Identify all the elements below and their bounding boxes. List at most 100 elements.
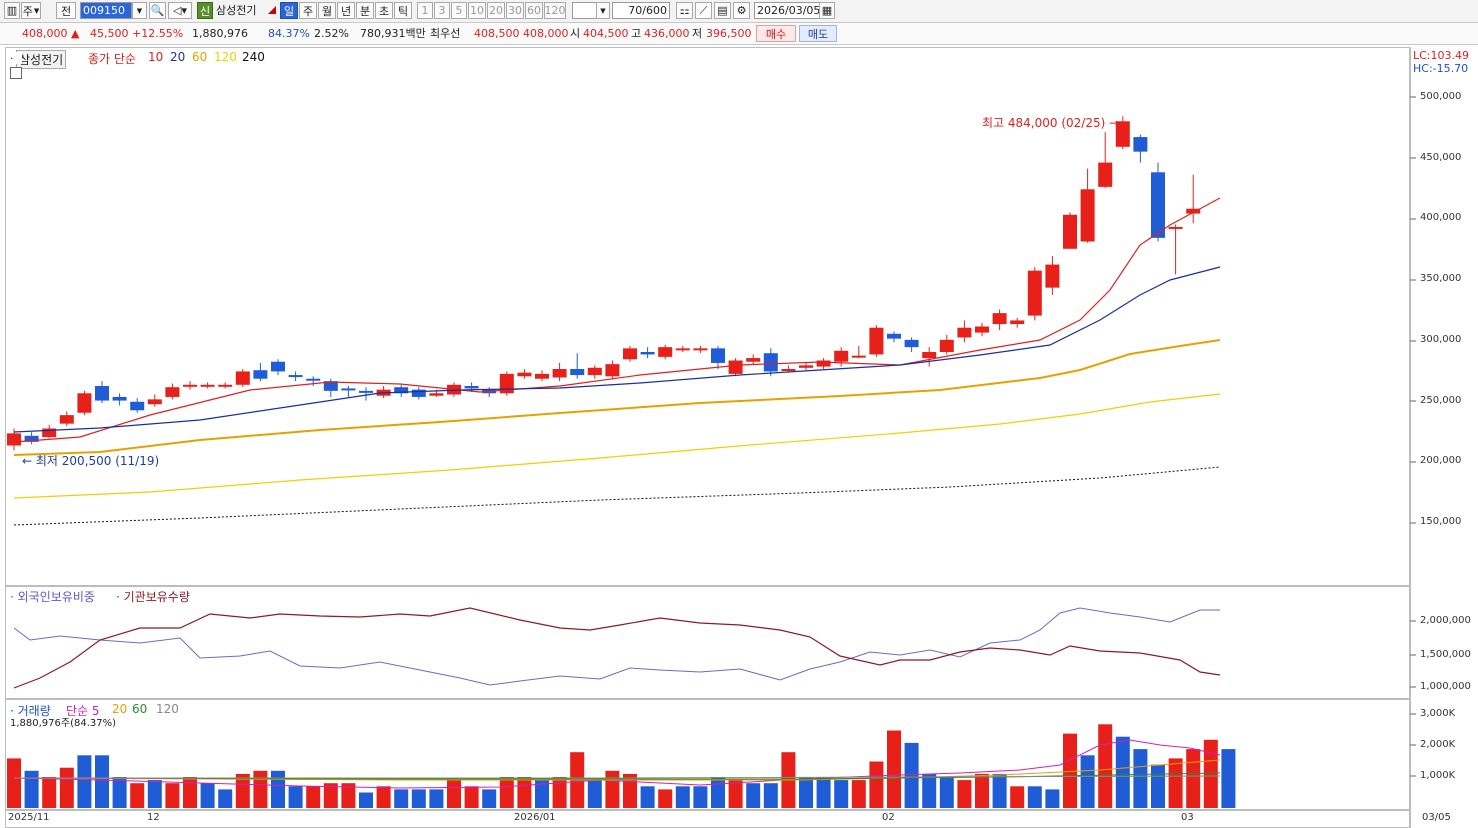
- calendar-icon[interactable]: ▦: [819, 2, 835, 19]
- table-icon[interactable]: [10, 67, 22, 79]
- code-input[interactable]: 009150: [80, 2, 132, 19]
- volume-bar: [746, 783, 761, 808]
- candle-body: [271, 361, 285, 372]
- volume-bar: [975, 773, 989, 808]
- high-note: 최고 484,000 (02/25) →: [982, 116, 1120, 130]
- volume-bar: [464, 786, 479, 808]
- interval-button-120[interactable]: 120: [544, 2, 566, 19]
- sound-icon[interactable]: ◁▾: [168, 2, 192, 19]
- volume-bar: [992, 773, 1007, 808]
- code-dropdown-icon[interactable]: ▼: [132, 2, 147, 19]
- buy-button[interactable]: 매수: [756, 25, 796, 42]
- ma10-label: 10: [148, 50, 164, 64]
- ma20-label: 20: [170, 50, 186, 64]
- best-bid: 408,000: [523, 27, 569, 40]
- volume-bar: [587, 780, 602, 808]
- volume-bar: [95, 755, 109, 808]
- layout-icon[interactable]: ▥: [4, 2, 20, 19]
- volume-bar: [271, 770, 285, 808]
- candle-body: [1186, 208, 1201, 214]
- count-input[interactable]: 70/600: [612, 2, 670, 19]
- ma20-line: [13, 266, 1221, 433]
- candle-body: [1063, 214, 1077, 249]
- candle-body: [781, 369, 796, 371]
- period-tab-3[interactable]: 년: [337, 2, 355, 19]
- interval-dropdown-icon[interactable]: ▼: [596, 2, 610, 19]
- interval-button-10[interactable]: 10: [468, 2, 486, 19]
- candle-body: [675, 348, 690, 351]
- price-pane[interactable]: [5, 47, 1410, 586]
- volume-bar: [605, 770, 620, 808]
- candle-body: [763, 353, 778, 372]
- candle-body: [24, 435, 39, 442]
- candle-body: [535, 373, 549, 379]
- price-y-tick: 450,000: [1420, 151, 1462, 163]
- period-tab-0[interactable]: 일: [280, 2, 298, 19]
- volume-bar: [1098, 724, 1113, 808]
- x-tick: 2025/11: [8, 812, 50, 823]
- candle-body: [183, 384, 197, 387]
- search-icon[interactable]: 🔍: [149, 2, 166, 19]
- candle-body: [7, 433, 21, 446]
- view-button[interactable]: 전: [56, 2, 76, 19]
- volume-bar: [77, 755, 92, 808]
- interval-button-3[interactable]: 3: [434, 2, 450, 19]
- volume-bar: [394, 789, 409, 808]
- price-legend-name[interactable]: 삼성전기: [16, 50, 67, 69]
- price-axis: [1410, 47, 1478, 828]
- candle-body: [130, 401, 145, 411]
- holding-y-tick: 1,000,000: [1420, 681, 1471, 692]
- candle-body: [253, 370, 268, 379]
- period-tab-1[interactable]: 주: [299, 2, 317, 19]
- low-note: ← 최저 200,500 (11/19): [22, 454, 160, 468]
- save-icon[interactable]: ▤: [714, 2, 731, 19]
- volume-bar: [183, 777, 197, 808]
- period-tab-5[interactable]: 초: [375, 2, 393, 19]
- period-label: 주: [22, 4, 33, 18]
- candle-icon[interactable]: ⚏: [676, 2, 693, 19]
- date-input[interactable]: 2026/03/05: [754, 2, 820, 19]
- candle-body: [411, 389, 426, 397]
- interval-button-30[interactable]: 30: [506, 2, 524, 19]
- x-tick: 03: [1181, 812, 1194, 823]
- candle-body: [869, 327, 884, 355]
- candle-body: [323, 381, 338, 391]
- volume-bar: [1221, 749, 1236, 808]
- interval-button-1[interactable]: 1: [417, 2, 433, 19]
- sell-button[interactable]: 매도: [799, 25, 837, 42]
- period-tab-4[interactable]: 분: [356, 2, 374, 19]
- sin-badge[interactable]: 신: [197, 2, 213, 19]
- price-y-tick: 150,000: [1420, 516, 1462, 527]
- candle-body: [359, 390, 373, 393]
- gear-icon[interactable]: ⚙: [733, 2, 750, 19]
- hc-value: HC:-15.70: [1413, 62, 1469, 75]
- candle-body: [1133, 137, 1148, 152]
- volume-bar: [517, 777, 532, 808]
- candle-body: [711, 348, 725, 363]
- vol-ma20-line: [13, 759, 1221, 781]
- volume-bar: [42, 777, 57, 808]
- holding-pane[interactable]: [5, 586, 1410, 699]
- period-tab-6[interactable]: 틱: [394, 2, 412, 19]
- interval-button-5[interactable]: 5: [451, 2, 467, 19]
- vol-ma60-line: [13, 772, 1221, 780]
- volume-bar: [640, 786, 655, 808]
- candle-body: [623, 348, 637, 360]
- volume-bar: [130, 783, 145, 808]
- candle-body: [235, 371, 250, 385]
- open-price: 404,500: [583, 27, 629, 40]
- chevron-down-icon: ▼: [33, 6, 40, 15]
- volume-y-tick: 1,000K: [1420, 770, 1456, 781]
- candle-body: [59, 415, 74, 424]
- period-tab-2[interactable]: 월: [318, 2, 336, 19]
- ma120-label: 120: [214, 50, 237, 64]
- candle-body: [746, 358, 761, 362]
- period-dropdown[interactable]: 주 ▼: [21, 2, 41, 19]
- volume-bar: [1186, 749, 1201, 808]
- ma240-label: 240: [242, 50, 265, 64]
- line-draw-icon[interactable]: ⟋: [695, 2, 712, 19]
- interval-button-20[interactable]: 20: [487, 2, 505, 19]
- volume-bar: [218, 789, 233, 808]
- interval-button-60[interactable]: 60: [525, 2, 543, 19]
- volume-bar: [288, 786, 303, 808]
